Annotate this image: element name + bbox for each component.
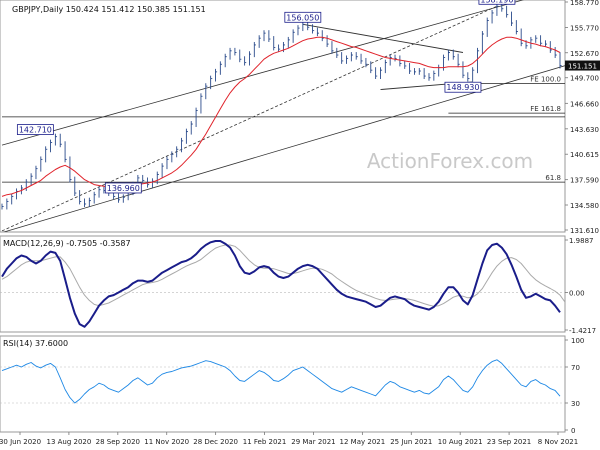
macd-panel [0, 235, 566, 333]
x-axis-tick-label: 23 Sep 2021 [487, 438, 531, 446]
x-axis-tick-label: 11 Nov 2020 [144, 438, 189, 446]
price-layer: FE 100.0 FE 161.8 61.8 142.710 136.960 156.05… [1, 0, 565, 232]
x-axis-tick-label: 11 Feb 2021 [243, 438, 287, 446]
x-axis-tick-label: 30 Jun 2020 [0, 438, 41, 446]
price-axis-tick-label: 152.670 [570, 50, 599, 58]
price-axis-tick-label: 137.590 [570, 177, 599, 185]
annotation-label: 148.930 [446, 83, 479, 92]
price-axis-tick-label: 158.770 [570, 0, 599, 7]
macd-axis-tick-label: -1.4217 [569, 327, 596, 335]
rsi-axis: 100 70 30 0 [565, 337, 584, 435]
rsi-layer [0, 359, 565, 404]
current-price-tag [565, 60, 600, 71]
macd-axis-tick-label: 0.00 [569, 289, 585, 297]
rsi-label: RSI(14) 37.6000 [3, 339, 68, 348]
watermark: ActionForex.com [367, 149, 533, 173]
x-axis-tick-label: 10 Aug 2021 [438, 438, 483, 446]
price-axis-tick-label: 143.630 [570, 126, 599, 134]
price-panel [0, 0, 566, 233]
annotation-box [444, 81, 482, 93]
current-price-label: 151.151 [568, 63, 597, 71]
price-axis: 158.770 155.770 152.670 149.700 146.660 143.6… [565, 0, 600, 235]
x-axis-tick-label: 8 Nov 2021 [538, 438, 578, 446]
channel-upper-line [1, 0, 525, 146]
x-axis-tick-label: 28 Dec 2020 [193, 438, 238, 446]
rsi-axis-tick-label: 30 [571, 400, 580, 408]
annotation-label: 156.050 [286, 13, 319, 22]
macd-axis: 1.9887 0.00 -1.4217 [565, 237, 596, 335]
level-label: 61.8 [545, 174, 561, 182]
triangle-top-line [302, 23, 464, 53]
x-axis: 30 Jun 2020 13 Aug 2020 28 Sep 2020 11 Nov … [0, 432, 578, 446]
price-axis-tick-label: 134.580 [570, 202, 599, 210]
rsi-panel [0, 335, 566, 433]
price-axis-tick-label: 149.700 [570, 75, 599, 83]
annotation-label: 158.190 [480, 0, 513, 4]
level-label: FE 161.8 [530, 105, 561, 113]
price-axis-tick-label: 146.660 [570, 100, 599, 108]
x-axis-tick-label: 28 Sep 2020 [96, 438, 140, 446]
annotation-box [478, 0, 516, 5]
annotation-box [16, 124, 54, 135]
chart-header: GBPJPY,Daily 150.424 151.412 150.385 151… [12, 5, 206, 14]
x-axis-tick-label: 25 Jun 2021 [390, 438, 432, 446]
level-label: FE 100.0 [530, 76, 561, 84]
rsi-axis-tick-label: 100 [571, 337, 584, 345]
macd-label: MACD(12,26,9) -0.7505 -0.3587 [3, 239, 131, 248]
x-axis-tick-label: 12 May 2021 [340, 438, 386, 446]
price-axis-tick-label: 140.615 [570, 151, 599, 159]
annotation-label: 136.960 [107, 184, 140, 193]
annotation-box [284, 11, 322, 23]
x-axis-tick-label: 29 Mar 2021 [291, 438, 335, 446]
macd-axis-tick-label: 1.9887 [569, 237, 594, 245]
annotation-label: 142.710 [19, 126, 52, 135]
price-axis-tick-label: 131.610 [570, 227, 599, 235]
rsi-line [1, 359, 561, 404]
macd-line [1, 240, 561, 328]
x-axis-tick-label: 13 Aug 2020 [46, 438, 91, 446]
rsi-axis-tick-label: 70 [571, 364, 580, 372]
macd-layer [0, 240, 565, 328]
rsi-axis-tick-label: 0 [571, 427, 575, 435]
ema-line [1, 36, 561, 197]
price-axis-tick-label: 155.770 [570, 25, 599, 33]
annotation-box [104, 182, 142, 194]
